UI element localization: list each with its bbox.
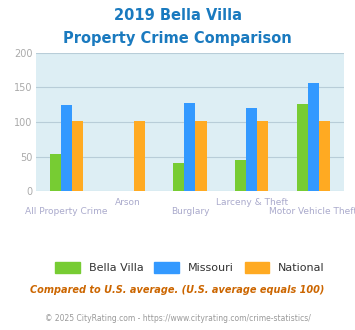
Text: Motor Vehicle Theft: Motor Vehicle Theft: [269, 207, 355, 215]
Bar: [72, 121, 83, 191]
Text: Burglary: Burglary: [171, 207, 209, 215]
Bar: [61, 105, 72, 191]
Bar: [297, 104, 308, 191]
Bar: [196, 121, 207, 191]
Text: Larceny & Theft: Larceny & Theft: [215, 198, 288, 207]
Text: © 2025 CityRating.com - https://www.cityrating.com/crime-statistics/: © 2025 CityRating.com - https://www.city…: [45, 314, 310, 323]
Text: Arson: Arson: [115, 198, 141, 207]
Text: Compared to U.S. average. (U.S. average equals 100): Compared to U.S. average. (U.S. average …: [30, 285, 325, 295]
Bar: [134, 121, 145, 191]
Bar: [50, 154, 61, 191]
Bar: [184, 103, 196, 191]
Bar: [319, 121, 330, 191]
Text: All Property Crime: All Property Crime: [25, 207, 108, 215]
Text: Property Crime Comparison: Property Crime Comparison: [63, 31, 292, 46]
Bar: [173, 163, 184, 191]
Text: 2019 Bella Villa: 2019 Bella Villa: [114, 8, 241, 23]
Legend: Bella Villa, Missouri, National: Bella Villa, Missouri, National: [51, 258, 329, 278]
Bar: [235, 159, 246, 191]
Bar: [257, 121, 268, 191]
Bar: [246, 108, 257, 191]
Bar: [308, 83, 319, 191]
